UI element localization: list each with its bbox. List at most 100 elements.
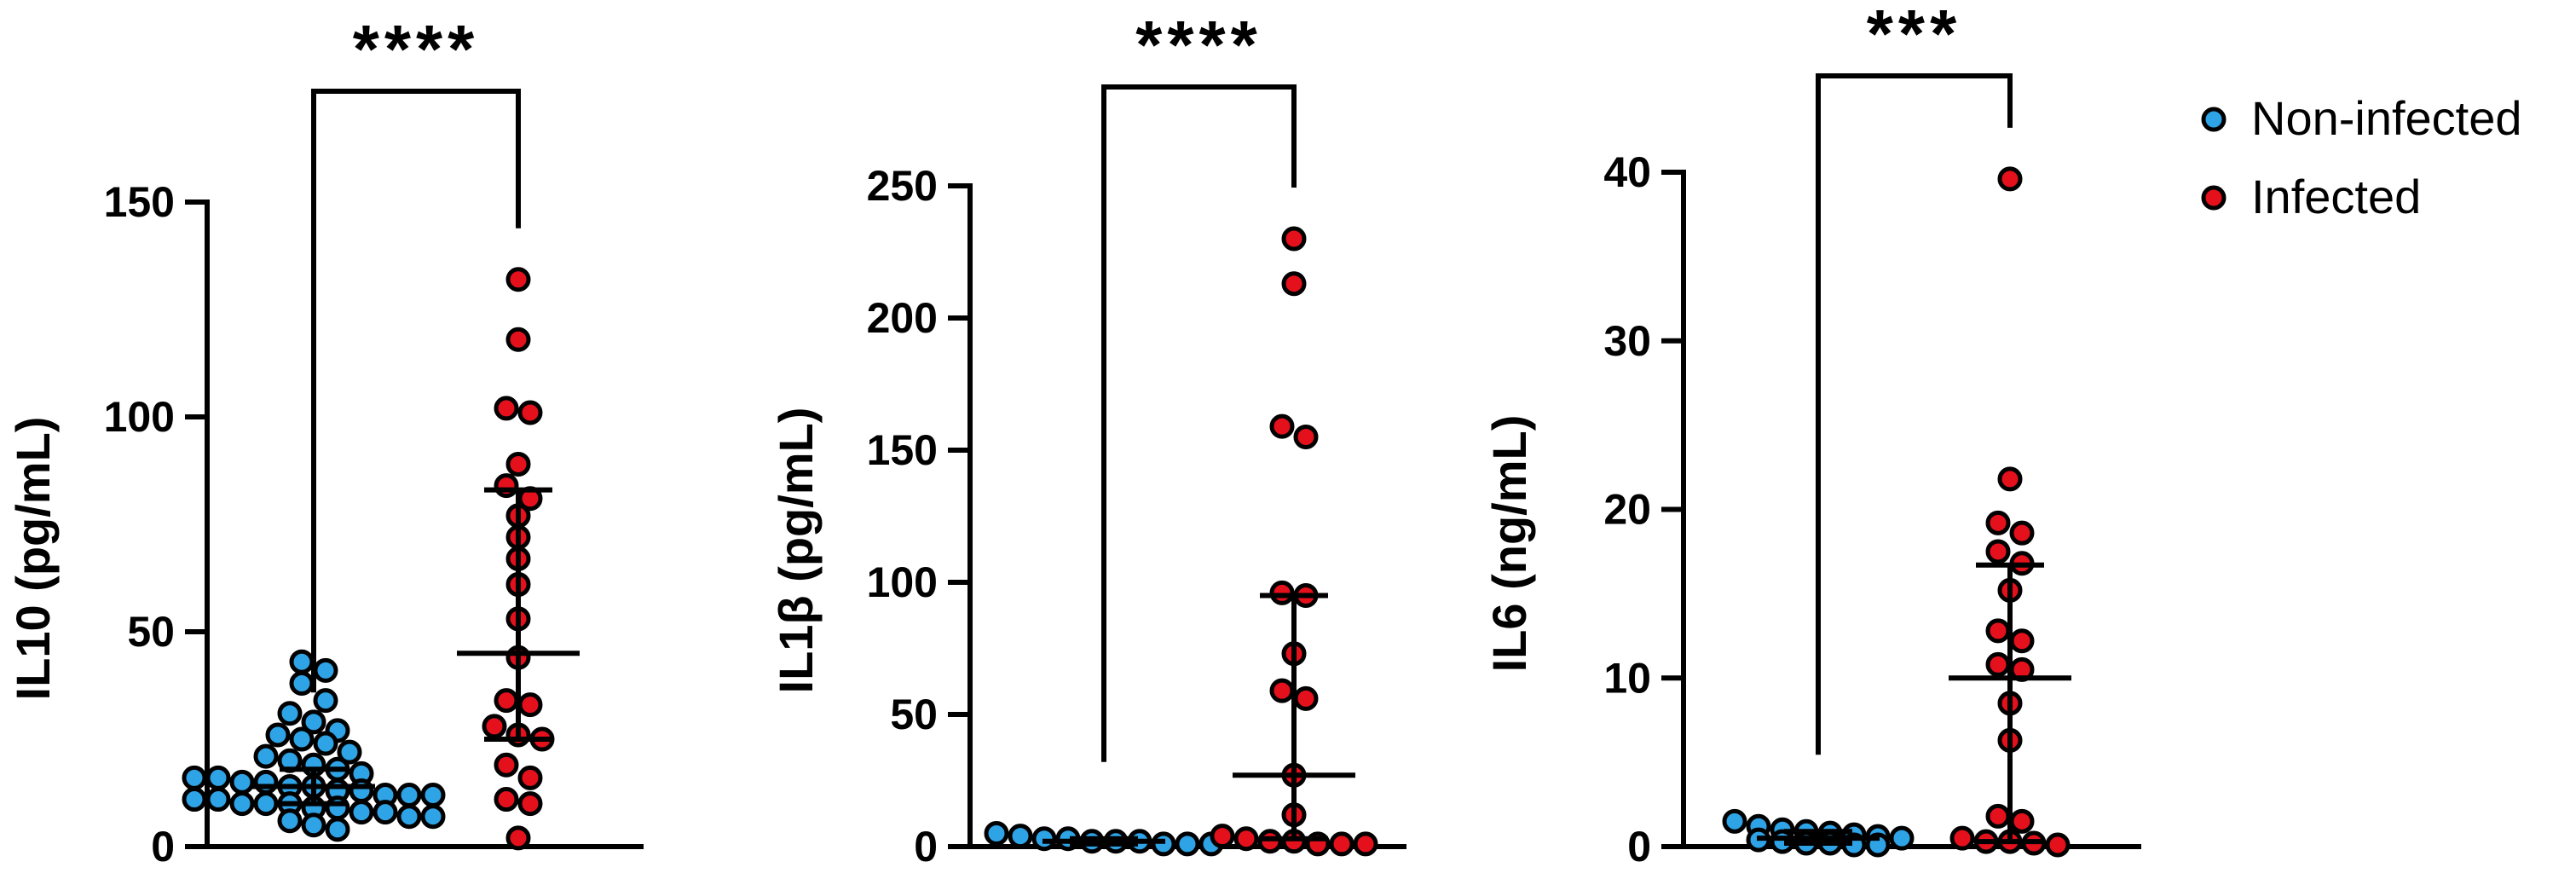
chart-panel-1: 0 50 100 150 IL10 (pg/mL) ****	[6, 11, 644, 870]
y-tick-label: 30	[1603, 317, 1651, 365]
data-point	[253, 791, 279, 817]
data-point	[505, 267, 531, 292]
y-tick-label: 150	[867, 426, 938, 474]
data-point	[229, 769, 255, 795]
data-point	[337, 739, 362, 765]
data-point	[1293, 425, 1319, 449]
y-tick-label: 250	[867, 162, 938, 210]
data-point	[1997, 466, 2023, 492]
y-tick-label: 20	[1603, 486, 1651, 534]
data-point	[1008, 824, 1033, 849]
significance-label: ****	[353, 11, 480, 87]
y-tick-label: 150	[104, 178, 175, 226]
data-point	[277, 701, 303, 726]
data-point	[517, 765, 543, 790]
data-point	[1985, 510, 2011, 535]
data-point	[1985, 618, 2011, 644]
data-point	[182, 787, 207, 812]
data-point	[301, 709, 326, 735]
y-tick-label: 50	[127, 608, 175, 656]
data-point	[205, 787, 231, 812]
data-point	[984, 821, 1009, 846]
chart-panel-2: 0 50 100 150 200 250 IL1β (pg/mL) ****	[769, 7, 1406, 870]
data-point	[482, 714, 507, 739]
y-tick-label: 0	[1627, 823, 1651, 870]
series-non-infected	[182, 649, 446, 842]
data-point	[373, 800, 398, 825]
y-tick-label: 0	[151, 823, 175, 870]
data-point	[253, 769, 279, 795]
legend-label: Infected	[2251, 170, 2421, 223]
data-point	[1269, 580, 1295, 605]
data-point	[1889, 825, 1915, 851]
significance-bracket	[1816, 73, 2013, 755]
data-point	[494, 752, 519, 778]
data-point	[1329, 831, 1354, 857]
data-point	[1233, 826, 1259, 852]
data-point	[325, 795, 350, 821]
data-point	[1210, 824, 1235, 849]
data-point	[1985, 539, 2011, 564]
data-point	[2045, 832, 2071, 858]
data-point	[289, 670, 315, 696]
data-point	[349, 800, 374, 825]
data-point	[505, 451, 531, 477]
data-point	[289, 649, 315, 674]
y-axis-title: IL10 (pg/mL)	[6, 417, 60, 701]
legend-marker	[2201, 185, 2227, 211]
data-point	[1281, 226, 1307, 252]
data-point	[517, 791, 543, 817]
data-point	[205, 765, 231, 790]
data-point	[265, 722, 291, 748]
data-point	[1293, 685, 1319, 711]
data-point	[349, 778, 374, 803]
data-point	[505, 327, 531, 352]
data-point	[505, 825, 531, 851]
data-point	[289, 726, 315, 752]
data-point	[420, 783, 446, 808]
data-point	[229, 791, 255, 817]
data-point	[2009, 520, 2035, 546]
data-point	[313, 657, 338, 683]
data-point	[494, 473, 519, 499]
data-point	[2009, 808, 2035, 834]
significance-label: ***	[1867, 0, 1961, 72]
data-point	[1281, 271, 1307, 297]
y-tick-label: 200	[867, 294, 938, 342]
data-point	[313, 731, 338, 756]
chart-panel-3: 0 10 20 30 40 IL6 (ng/mL) ***	[1482, 0, 2141, 870]
significance-bracket	[1101, 84, 1297, 762]
data-point	[1722, 808, 1747, 834]
data-point	[517, 692, 543, 718]
data-point	[253, 743, 279, 769]
legend: Non-infected Infected	[2201, 91, 2522, 223]
significance-label: ****	[1135, 7, 1262, 83]
data-point	[1269, 678, 1295, 703]
data-point	[494, 396, 519, 421]
y-tick-label: 100	[104, 393, 175, 441]
y-tick-label: 10	[1603, 654, 1651, 702]
data-point	[1175, 831, 1200, 857]
data-point	[2009, 628, 2035, 654]
data-point	[182, 765, 207, 790]
data-point	[1031, 826, 1057, 852]
legend-marker	[2201, 107, 2227, 132]
data-point	[1985, 803, 2011, 829]
data-point	[1949, 825, 1975, 851]
series-infected	[482, 267, 555, 851]
y-axis-title: IL1β (pg/mL)	[769, 408, 823, 694]
y-tick-label: 40	[1603, 148, 1651, 196]
data-point	[1353, 831, 1378, 857]
data-point	[1997, 166, 2023, 192]
y-tick-label: 100	[867, 558, 938, 606]
data-point	[494, 688, 519, 714]
data-point	[277, 808, 303, 834]
data-point	[325, 817, 350, 842]
legend-label: Non-infected	[2251, 91, 2522, 145]
data-point	[420, 804, 446, 830]
data-point	[1269, 413, 1295, 439]
data-point	[1151, 831, 1176, 857]
data-point	[1257, 829, 1283, 854]
y-tick-label: 50	[890, 691, 938, 738]
